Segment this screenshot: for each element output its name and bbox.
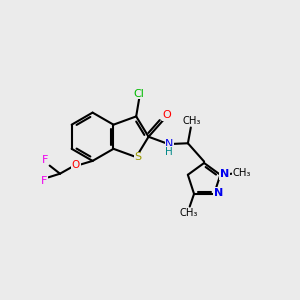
Text: F: F [42,155,48,165]
Text: O: O [72,160,80,170]
Text: F: F [41,176,47,187]
Text: CH₃: CH₃ [182,116,201,126]
Text: H: H [166,147,173,157]
Text: N: N [214,188,223,198]
Text: CH₃: CH₃ [179,208,197,218]
Text: S: S [134,152,141,162]
Text: CH₃: CH₃ [232,168,250,178]
Text: O: O [162,110,171,120]
Text: N: N [220,169,229,179]
Text: N: N [165,140,174,149]
Text: Cl: Cl [134,88,145,98]
